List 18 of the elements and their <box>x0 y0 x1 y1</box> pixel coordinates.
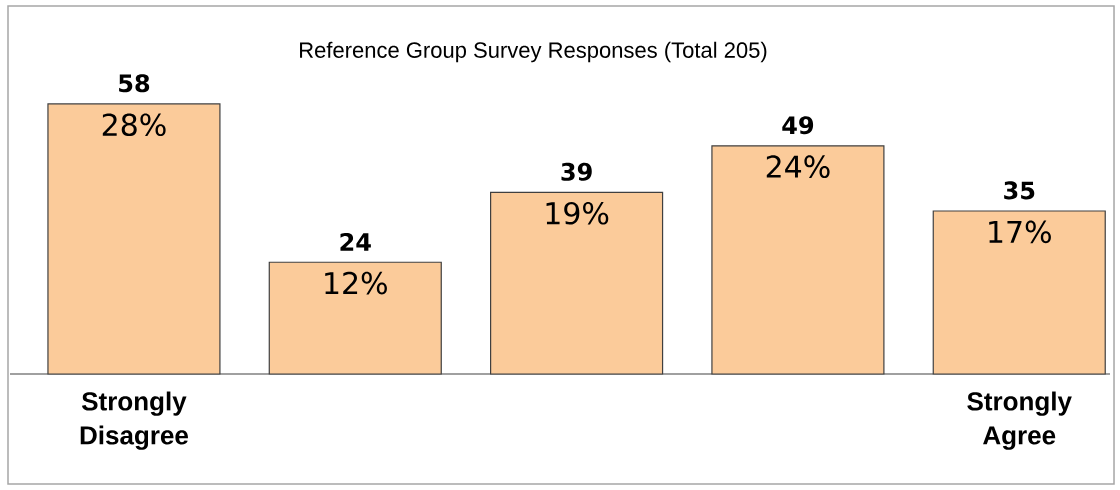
annotation: 17% <box>989 220 1051 244</box>
annotation: 24% <box>766 155 830 179</box>
annotation: 12% <box>325 271 387 295</box>
bar <box>268 261 442 375</box>
data-label: 24 <box>340 232 371 251</box>
data-label: 39 <box>561 162 592 181</box>
x-tick-label: Strongly Disagree <box>80 391 188 450</box>
data-label: 58 <box>119 74 150 93</box>
data-label: 49 <box>782 116 814 135</box>
bar <box>47 103 221 375</box>
x-tick-label: Strongly Agree <box>967 391 1072 450</box>
bar <box>711 145 885 375</box>
annotation: 28% <box>102 113 166 137</box>
data-label: 35 <box>1004 181 1035 200</box>
annotation: 19% <box>546 201 609 225</box>
bar <box>490 191 664 375</box>
bar <box>932 210 1106 375</box>
chart-title: Reference Group Survey Responses (Total 205) <box>300 41 767 63</box>
